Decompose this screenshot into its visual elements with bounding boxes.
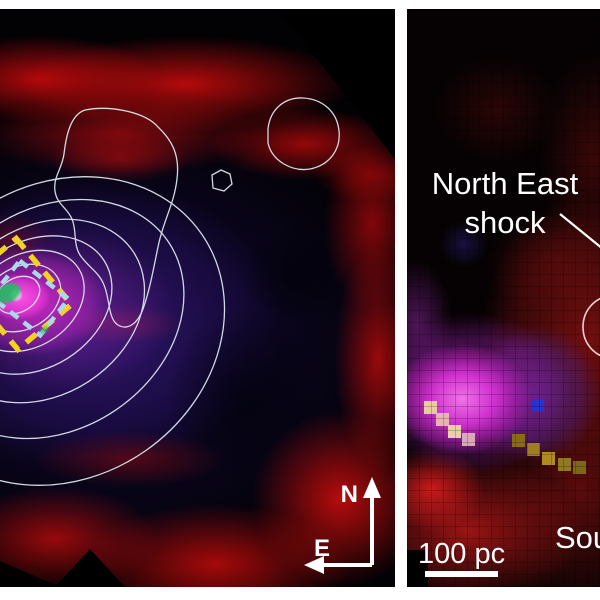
olive-pixel	[527, 443, 540, 456]
galaxy-nebula-image	[0, 9, 395, 587]
shock-zoom-panel: North East shock Sou 100 pc	[407, 9, 600, 587]
northeast-shock-line1: North East	[431, 166, 579, 201]
east-arrow-icon	[304, 556, 372, 574]
cyan-dashed-aperture	[0, 257, 72, 339]
shock-contour-circle	[582, 297, 600, 357]
southwest-shock-label-partial: Sou	[555, 520, 600, 555]
left-panel-annotations: N E	[0, 97, 381, 574]
upper-blob-contour	[54, 107, 179, 328]
pixelated-shock-image	[407, 9, 600, 587]
hexagon-contour	[211, 169, 233, 192]
northeast-shock-line2: shock	[464, 205, 546, 240]
galaxy-overview-panel: N E	[0, 9, 395, 587]
blue-pixel	[531, 399, 544, 412]
scale-bar	[425, 571, 498, 577]
contour-lines	[0, 97, 340, 486]
olive-pixel	[573, 461, 586, 474]
bright-pixel	[436, 413, 449, 426]
olive-pixel	[558, 458, 571, 471]
pixel-grid-overlay	[407, 9, 600, 587]
bright-pixel	[448, 425, 461, 438]
olive-pixel	[542, 452, 555, 465]
scale-bar-label: 100 pc	[418, 538, 506, 570]
right-panel-annotations	[559, 213, 600, 357]
green-beam-ellipse	[0, 283, 21, 303]
northeast-shock-label: North East shock	[415, 164, 595, 242]
bright-pixel	[424, 401, 437, 414]
compass: N E	[304, 477, 381, 574]
green-speck	[39, 326, 49, 334]
bright-pixel	[462, 433, 475, 446]
olive-pixel	[512, 434, 525, 447]
black-corner-patch	[407, 550, 428, 587]
callout-line	[559, 213, 600, 248]
compass-east-label: E	[314, 535, 330, 562]
north-arrow-icon	[363, 477, 381, 565]
round-blob-contour	[267, 97, 340, 171]
compass-north-label: N	[341, 481, 358, 508]
